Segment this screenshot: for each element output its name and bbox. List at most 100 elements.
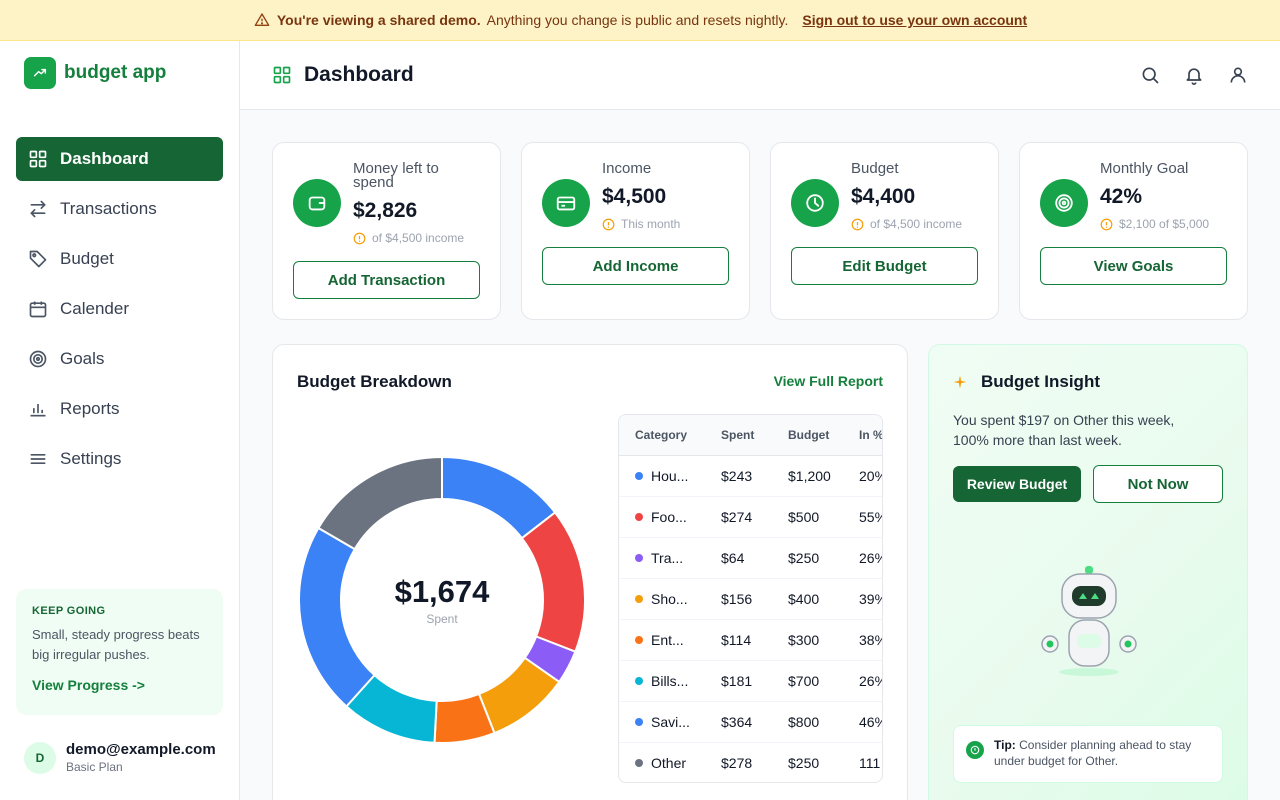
bar-chart-icon [30, 404, 46, 417]
table-row[interactable]: Ent... $114 $300 38% [619, 620, 882, 661]
table-row[interactable]: Tra... $64 $250 26% [619, 538, 882, 579]
budget-breakdown-card: Budget Breakdown View Full Report $1,674… [272, 344, 908, 800]
category-color-dot [635, 759, 643, 767]
sign-out-link[interactable]: Sign out to use your own account [802, 12, 1028, 28]
stat-value: 42% [1100, 185, 1143, 208]
info-icon [1100, 218, 1113, 230]
breakdown-table: Category Spent Budget In % Hou... $243 $1,… [618, 414, 883, 783]
spent-cell: $64 [721, 550, 745, 566]
stat-card-income: Income $4,500 This month Add Income [521, 142, 750, 320]
insight-title: Budget Insight [981, 372, 1100, 391]
info-icon [353, 232, 366, 244]
keep-going-card: KEEP GOING Small, steady progress beats … [16, 589, 223, 715]
table-row[interactable]: Savi... $364 $800 46% [619, 702, 882, 743]
category-name: Other [651, 755, 687, 771]
tag-icon [29, 250, 47, 268]
stat-value: $4,500 [602, 185, 667, 208]
category-name: Foo... [651, 509, 687, 525]
breakdown-title: Budget Breakdown [297, 372, 452, 391]
banner-bold-text: You're viewing a shared demo. [276, 12, 481, 28]
percent-cell: 26% [859, 550, 882, 566]
donut-slice[interactable] [317, 455, 443, 551]
stat-card-budget: Budget $4,400 of $4,500 income Edit Budg… [770, 142, 999, 320]
add-transaction-button[interactable]: Add Transaction [293, 261, 480, 299]
table-row[interactable]: Bills... $181 $700 26% [619, 661, 882, 702]
search-icon[interactable] [1140, 65, 1160, 85]
sidebar-item-goals[interactable]: Goals [16, 337, 223, 381]
category-name: Tra... [651, 550, 684, 566]
table-row[interactable]: Foo... $274 $500 55% [619, 497, 882, 538]
sparkle-icon [953, 375, 967, 389]
percent-cell: 55% [859, 509, 882, 525]
stat-label: Budget [851, 160, 899, 177]
brand[interactable]: budget app [24, 57, 166, 89]
view-goals-button[interactable]: View Goals [1040, 247, 1227, 285]
table-row[interactable]: Hou... $243 $1,200 20% [619, 456, 882, 497]
spent-cell: $274 [721, 509, 753, 525]
info-icon [966, 741, 984, 759]
target-icon [1040, 179, 1088, 227]
budget-insight-card: Budget Insight You spent $197 on Other t… [928, 344, 1248, 800]
tip-label: Tip: [994, 738, 1016, 752]
stat-sub: of $4,500 income [353, 231, 464, 245]
add-income-button[interactable]: Add Income [542, 247, 729, 285]
table-row[interactable]: Sho... $156 $400 39% [619, 579, 882, 620]
brand-name: budget app [64, 62, 167, 83]
bell-icon[interactable] [1184, 65, 1204, 85]
category-cell: Other [635, 743, 687, 782]
stat-sub-text: of $4,500 income [870, 217, 963, 231]
grid-icon [273, 66, 291, 84]
grid-icon [29, 150, 47, 168]
user-icon[interactable] [1228, 65, 1248, 85]
table-row[interactable]: Other $278 $250 111 [619, 743, 882, 782]
budget-cell: $800 [788, 714, 820, 730]
sidebar-item-dashboard[interactable]: Dashboard [16, 137, 223, 181]
budget-cell: $250 [788, 755, 820, 771]
spent-cell: $114 [721, 632, 752, 648]
keep-going-text: Small, steady progress beats big irregul… [32, 627, 200, 662]
sidebar-item-reports[interactable]: Reports [16, 387, 223, 431]
user-email: demo@example.com [66, 741, 216, 758]
donut-chart [298, 455, 586, 744]
view-full-report-link[interactable]: View Full Report [773, 373, 883, 389]
view-progress-link[interactable]: View Progress -> [32, 677, 145, 693]
budget-cell: $250 [788, 550, 820, 566]
donut-slice[interactable] [298, 526, 376, 708]
donut-slice[interactable] [520, 511, 586, 653]
robot-illustration [1041, 566, 1137, 676]
stat-label: Monthly Goal [1100, 160, 1189, 177]
category-cell: Savi... [635, 702, 690, 742]
category-color-dot [635, 595, 643, 603]
edit-budget-button[interactable]: Edit Budget [791, 247, 978, 285]
stat-sub: This month [602, 217, 680, 231]
user-profile[interactable]: D demo@example.com Basic Plan [24, 741, 216, 774]
avatar: D [24, 741, 56, 774]
sidebar-item-settings[interactable]: Settings [16, 437, 223, 481]
category-name: Bills... [651, 673, 689, 689]
category-name: Sho... [651, 591, 688, 607]
not-now-button[interactable]: Not Now [1093, 465, 1223, 503]
spent-cell: $156 [721, 591, 753, 607]
warning-icon [253, 12, 271, 28]
review-budget-button[interactable]: Review Budget [953, 466, 1081, 502]
budget-cell: $500 [788, 509, 820, 525]
category-name: Savi... [651, 714, 690, 730]
category-color-dot [635, 677, 643, 685]
column-header: Budget [788, 428, 830, 442]
column-header: Category [635, 428, 688, 442]
card-icon [542, 179, 590, 227]
sidebar-item-transactions[interactable]: Transactions [16, 187, 223, 231]
category-color-dot [635, 554, 643, 562]
arrows-icon [30, 200, 46, 218]
spent-cell: $181 [721, 673, 753, 689]
column-header: In % [859, 428, 883, 442]
budget-cell: $300 [788, 632, 820, 648]
stat-sub: of $4,500 income [851, 217, 962, 231]
budget-cell: $700 [788, 673, 820, 689]
sidebar-item-calender[interactable]: Calender [16, 287, 223, 331]
percent-cell: 38% [859, 632, 882, 648]
sidebar-item-budget[interactable]: Budget [16, 237, 223, 281]
wallet-icon [293, 179, 341, 227]
sidebar-item-label: Dashboard [60, 149, 149, 168]
column-header: Spent [721, 428, 755, 442]
